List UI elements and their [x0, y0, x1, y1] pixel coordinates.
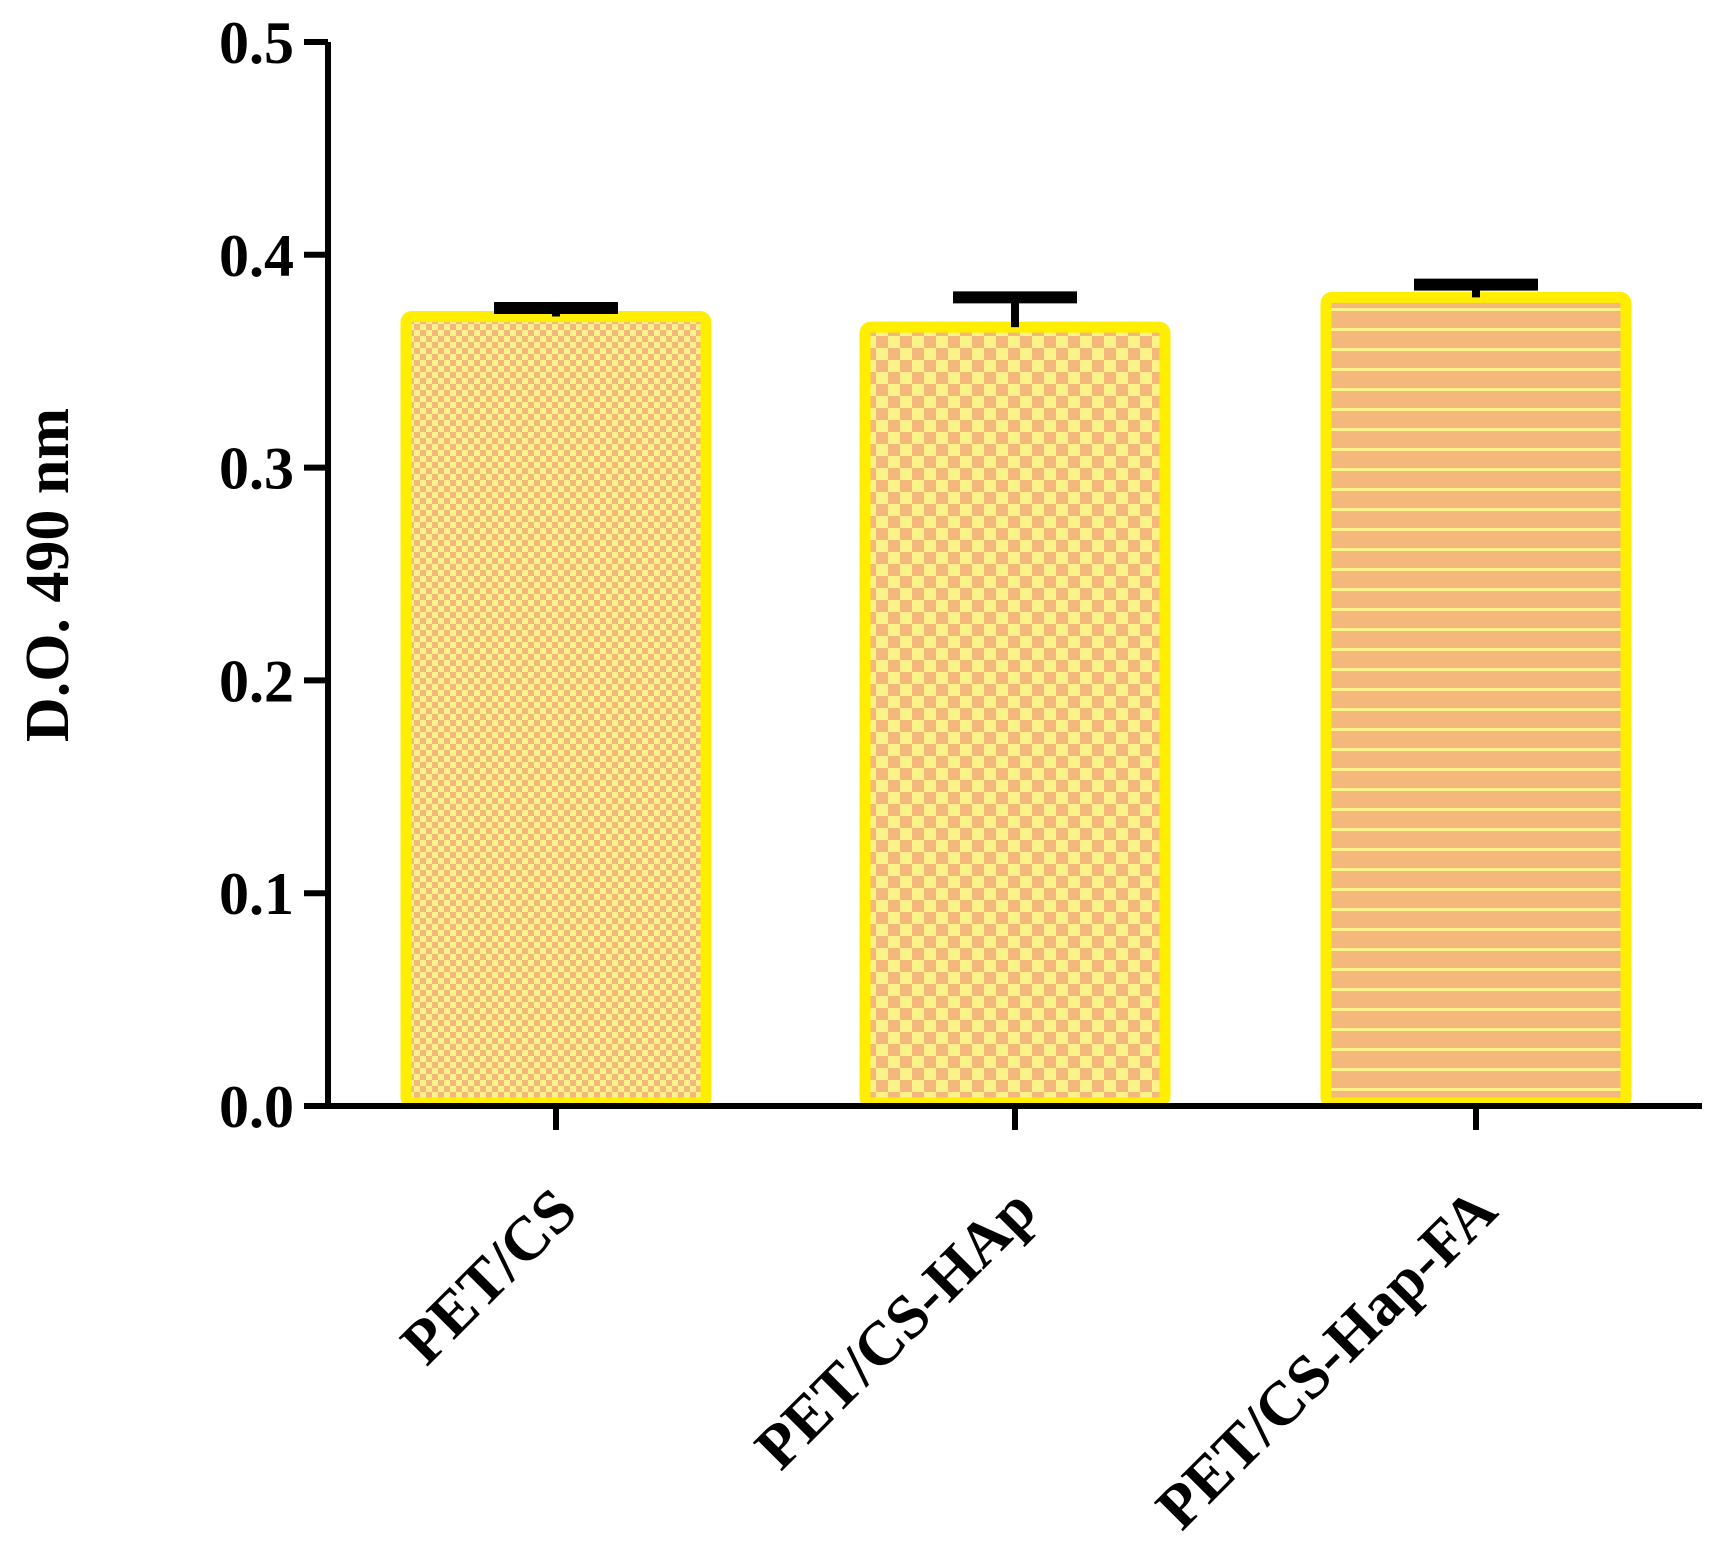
error-bars — [494, 278, 1538, 328]
y-tick-label-0: 0.0 — [219, 1074, 294, 1140]
bars — [400, 291, 1632, 1109]
y-tick-label-2: 0.2 — [219, 648, 294, 714]
x-category-label-1: PET/CS-HAp — [743, 1176, 1049, 1482]
x-category-labels: PET/CS PET/CS-HAp PET/CS-Hap-FA — [388, 1106, 1510, 1542]
bar-0 — [400, 311, 712, 1109]
bar-2 — [1320, 291, 1632, 1109]
y-axis-title-group: D.O. 490 nm — [14, 408, 82, 742]
x-category-label-2: PET/CS-Hap-FA — [1144, 1176, 1511, 1543]
y-tick-label-5: 0.5 — [219, 10, 294, 76]
y-tick-label-1: 0.1 — [219, 861, 294, 927]
y-tick-label-4: 0.4 — [219, 223, 294, 289]
y-axis-title: D.O. 490 nm — [14, 408, 82, 742]
x-category-label-0: PET/CS — [388, 1176, 590, 1378]
bar-1 — [859, 321, 1171, 1109]
y-tick-label-3: 0.3 — [219, 436, 294, 502]
y-ticks: 0.0 0.1 0.2 0.3 0.4 0.5 — [219, 10, 328, 1140]
